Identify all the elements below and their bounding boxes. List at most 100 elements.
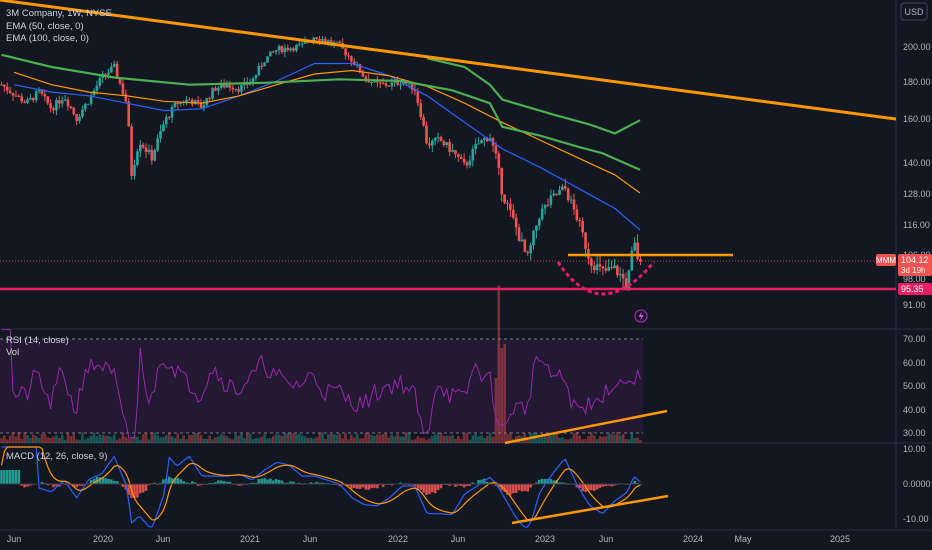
volume-bar (500, 348, 504, 443)
candle-body (633, 242, 637, 251)
volume-bar (66, 433, 70, 443)
volume-bar (344, 433, 347, 443)
volume-bar (69, 436, 73, 443)
volume-bar (572, 433, 576, 443)
rsi-divergence-trendline[interactable] (504, 409, 668, 445)
macd-histogram-bar (211, 482, 214, 484)
volume-bar (399, 436, 402, 443)
volume-bar (564, 439, 567, 443)
candle-body (592, 265, 596, 271)
candle-body (433, 137, 437, 141)
candle-body (295, 44, 298, 51)
macd-histogram-bar (225, 481, 229, 484)
candle-body (529, 245, 532, 254)
support-price-badge[interactable]: 95.35 (898, 283, 932, 295)
volume-bar (558, 437, 561, 443)
time-tick: Jun (156, 534, 171, 544)
price-tick: 140.00 (903, 158, 931, 168)
candle-body (607, 267, 610, 271)
candle-body (46, 96, 50, 104)
rsi-legend[interactable]: RSI (14, close) (6, 335, 69, 346)
candle-body (130, 126, 133, 176)
candle-body (141, 144, 145, 148)
descending-trendline[interactable] (0, 0, 897, 121)
volume-bar (352, 437, 356, 443)
candle-body (127, 101, 131, 127)
bar-countdown: 3d 19h (901, 266, 925, 275)
volume-bar (199, 434, 203, 443)
candle-body (378, 82, 382, 84)
volume-bar (309, 437, 313, 443)
ema100-legend[interactable]: EMA (100, close, 0) (6, 33, 89, 44)
volume-bar (474, 433, 477, 443)
candle-body (439, 137, 443, 141)
last-price-badge[interactable]: MMM 104.12 3d 19h (876, 254, 932, 276)
volume-bar (439, 433, 443, 443)
macd-histogram-bar (112, 480, 116, 484)
candle-body (474, 144, 477, 150)
price-tick: 180.00 (903, 77, 931, 87)
volume-bar (404, 432, 408, 443)
macd-tick: -10.00 (903, 514, 929, 524)
volume-bar (543, 433, 547, 443)
volume-bar (526, 438, 530, 443)
volume-bar (60, 434, 64, 443)
macd-histogram-bar (170, 478, 174, 484)
volume-bar (173, 438, 177, 443)
candle-body (147, 149, 151, 153)
macd-histogram-bar (399, 482, 402, 484)
volume-bar (465, 432, 469, 443)
volume-bar (540, 433, 544, 443)
candle-body (20, 96, 24, 102)
volume-bar (616, 432, 619, 443)
volume-bar (361, 438, 365, 443)
candle-body (598, 264, 602, 267)
ema50-legend[interactable]: EMA (50, close, 0) (6, 21, 84, 32)
volume-bar (257, 438, 261, 443)
rsi-tick: 60.00 (903, 358, 926, 368)
macd-histogram-bar (280, 480, 284, 484)
volume-bar (34, 436, 38, 443)
price-tick: 116.00 (903, 220, 930, 230)
volume-bar (49, 437, 52, 443)
candle-body (118, 77, 122, 84)
vol-legend[interactable]: Vol (6, 347, 19, 358)
volume-bar (555, 433, 558, 443)
rsi-tick: 70.00 (903, 334, 926, 344)
candle-body (271, 51, 275, 53)
candle-body (110, 66, 113, 73)
candle-body (358, 64, 362, 73)
macd-histogram-bar (98, 477, 102, 484)
macd-histogram-bar (381, 484, 385, 487)
candle-body (497, 153, 501, 168)
macd-histogram-bar (29, 484, 32, 486)
macd-histogram-bar (347, 484, 350, 487)
macd-histogram-bar (436, 484, 440, 490)
macd-histogram-bar (428, 484, 431, 495)
lightning-icon[interactable] (634, 309, 648, 323)
macd-histogram-bar (46, 484, 50, 486)
time-tick: 2023 (535, 534, 555, 544)
candle-body (344, 48, 347, 56)
volume-bar (211, 439, 214, 443)
macd-divergence-trendline[interactable] (511, 494, 669, 525)
volume-bar (537, 437, 541, 443)
time-tick: 2020 (93, 534, 113, 544)
candle-body (381, 82, 385, 84)
candle-body (575, 209, 579, 221)
cup-pattern-curve[interactable] (556, 261, 656, 296)
macd-histogram-bar (587, 484, 590, 491)
currency-button[interactable]: USD (900, 2, 928, 21)
candle-body (69, 106, 73, 108)
candle-body (222, 83, 226, 88)
volume-bar (115, 439, 119, 443)
candle-body (321, 39, 324, 41)
price-tick: 91.00 (903, 300, 926, 310)
macd-legend[interactable]: MACD (12, 26, close, 9) (6, 451, 107, 462)
candle-body (396, 80, 399, 85)
macd-histogram-bar (590, 484, 593, 491)
macd-histogram-bar (581, 484, 584, 492)
volume-bar (633, 437, 637, 443)
candle-body (263, 62, 266, 67)
